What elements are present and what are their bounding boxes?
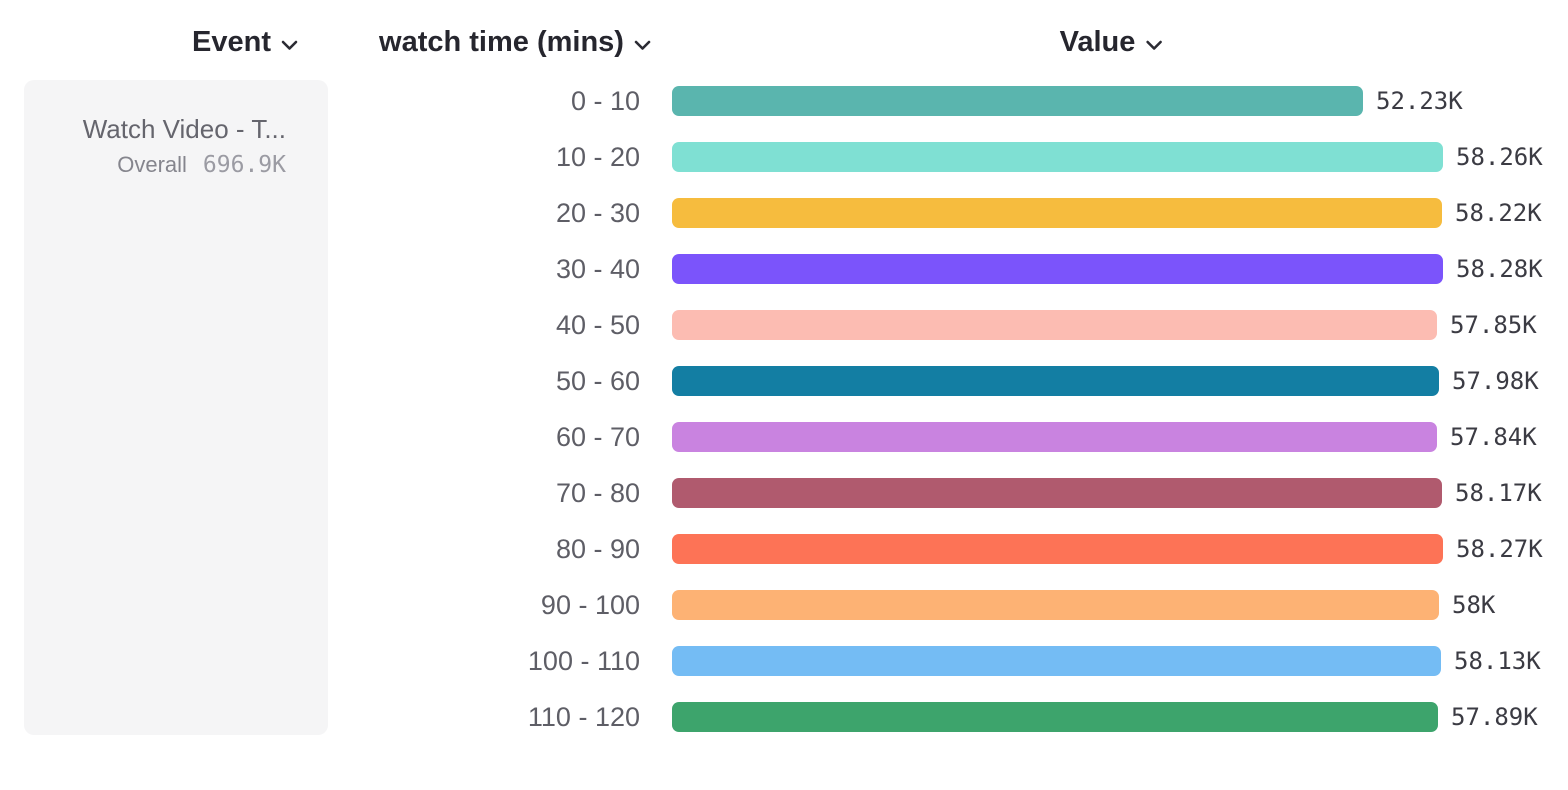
bucket-label: 70 - 80 bbox=[555, 478, 640, 508]
chart-row: 40 - 50 57.85K bbox=[0, 310, 1568, 340]
bucket-label: 110 - 120 bbox=[527, 702, 640, 732]
value-label: 58K bbox=[1452, 591, 1496, 619]
value-label: 58.22K bbox=[1455, 199, 1542, 227]
value-label: 57.84K bbox=[1450, 423, 1537, 451]
chart-row: 20 - 30 58.22K bbox=[0, 198, 1568, 228]
event-title: Watch Video - T... bbox=[82, 114, 286, 144]
value-bar[interactable] bbox=[672, 310, 1437, 340]
chevron-down-icon bbox=[281, 40, 298, 50]
value-bar[interactable] bbox=[672, 646, 1441, 676]
column-header-value[interactable]: Value bbox=[1060, 26, 1163, 59]
chart-row: 70 - 80 58.17K bbox=[0, 478, 1568, 508]
value-label: 52.23K bbox=[1376, 87, 1463, 115]
event-card[interactable]: Watch Video - T... Overall 696.9K bbox=[24, 80, 328, 735]
chart-row: 0 - 10 52.23K bbox=[0, 86, 1568, 116]
chart-row: 90 - 100 58K bbox=[0, 590, 1568, 620]
column-header-event-label: Event bbox=[192, 26, 271, 58]
value-label: 58.13K bbox=[1454, 647, 1541, 675]
value-bar[interactable] bbox=[672, 534, 1443, 564]
column-header-value-label: Value bbox=[1059, 26, 1136, 58]
column-header-breakdown-label: watch time (mins) bbox=[379, 26, 624, 58]
bucket-label: 40 - 50 bbox=[555, 310, 640, 340]
event-overall-row: Overall 696.9K bbox=[83, 152, 286, 178]
bucket-label: 0 - 10 bbox=[570, 86, 640, 116]
value-bar[interactable] bbox=[672, 478, 1442, 508]
value-label: 58.17K bbox=[1455, 479, 1542, 507]
chart-row: 60 - 70 57.84K bbox=[0, 422, 1568, 452]
chart-row: 110 - 120 57.89K bbox=[0, 702, 1568, 732]
column-header-breakdown[interactable]: watch time (mins) bbox=[379, 26, 651, 59]
event-card-text: Watch Video - T... Overall 696.9K bbox=[83, 112, 286, 178]
value-bar[interactable] bbox=[672, 198, 1442, 228]
chart-row: 100 - 110 58.13K bbox=[0, 646, 1568, 676]
chart-row: 50 - 60 57.98K bbox=[0, 366, 1568, 396]
value-label: 57.85K bbox=[1450, 311, 1537, 339]
bucket-label: 10 - 20 bbox=[555, 142, 640, 172]
value-bar[interactable] bbox=[672, 422, 1437, 452]
column-header-event[interactable]: Event bbox=[192, 26, 298, 59]
value-bar[interactable] bbox=[672, 702, 1438, 732]
chart-row: 10 - 20 58.26K bbox=[0, 142, 1568, 172]
overall-value: 696.9K bbox=[202, 152, 286, 178]
bucket-label: 80 - 90 bbox=[555, 534, 640, 564]
chart-row: 30 - 40 58.28K bbox=[0, 254, 1568, 284]
bucket-label: 90 - 100 bbox=[540, 590, 640, 620]
value-label: 58.28K bbox=[1456, 255, 1543, 283]
value-label: 58.26K bbox=[1456, 143, 1543, 171]
value-bar[interactable] bbox=[672, 254, 1443, 284]
bucket-label: 50 - 60 bbox=[555, 366, 640, 396]
value-label: 57.89K bbox=[1451, 703, 1538, 731]
value-bar[interactable] bbox=[672, 590, 1439, 620]
bucket-label: 100 - 110 bbox=[527, 646, 640, 676]
chart-row: 80 - 90 58.27K bbox=[0, 534, 1568, 564]
value-bar[interactable] bbox=[672, 366, 1439, 396]
bucket-label: 30 - 40 bbox=[555, 254, 640, 284]
chevron-down-icon bbox=[634, 40, 651, 50]
value-bar[interactable] bbox=[672, 142, 1443, 172]
value-bar[interactable] bbox=[672, 86, 1363, 116]
bucket-label: 60 - 70 bbox=[555, 422, 640, 452]
value-label: 58.27K bbox=[1456, 535, 1543, 563]
chevron-down-icon bbox=[1146, 40, 1162, 50]
value-label: 57.98K bbox=[1452, 367, 1539, 395]
bucket-label: 20 - 30 bbox=[555, 198, 640, 228]
overall-label: Overall bbox=[117, 152, 187, 177]
